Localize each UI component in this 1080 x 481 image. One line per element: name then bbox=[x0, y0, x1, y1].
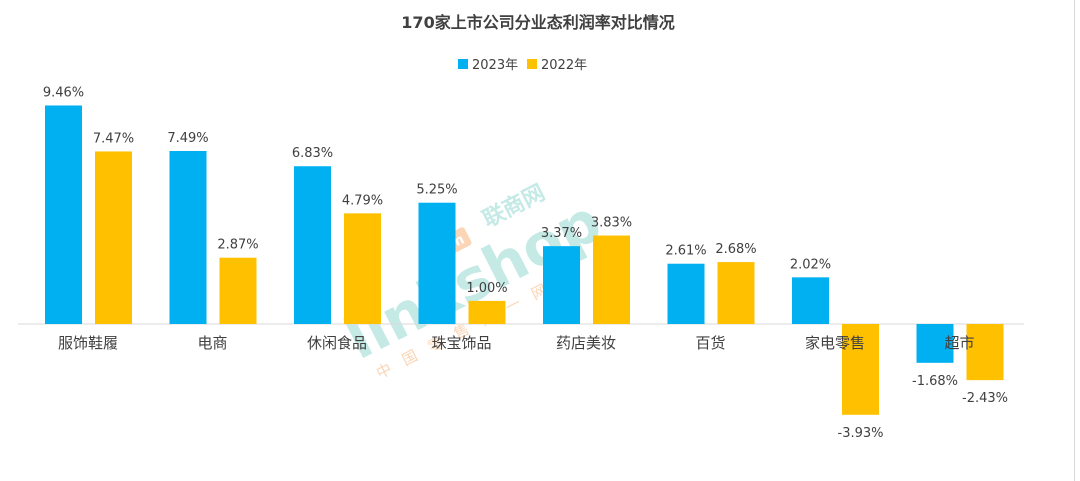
data-label-1-4: 5.25% bbox=[416, 183, 457, 198]
data-label-2-2: 2.87% bbox=[217, 238, 258, 253]
data-label-group: 9.46% 7.47% 7.49% 2.87% 6.83% 4.79% 5.25% 1.00%… bbox=[43, 85, 1008, 440]
bar-1-3 bbox=[294, 166, 331, 324]
data-label-2-7: -3.93% bbox=[838, 426, 884, 441]
data-label-1-5: 3.37% bbox=[541, 226, 582, 241]
data-label-1-3: 6.83% bbox=[292, 146, 333, 161]
bar-1-7 bbox=[792, 277, 829, 324]
bar-2-8 bbox=[966, 324, 1004, 381]
chart-legend: 2023年 2022年 bbox=[458, 58, 587, 73]
data-label-2-1: 7.47% bbox=[93, 131, 134, 146]
data-label-1-2: 7.49% bbox=[167, 131, 208, 146]
category-label-2: 电商 bbox=[197, 334, 227, 352]
data-label-1-6: 2.61% bbox=[665, 244, 706, 259]
data-label-2-3: 4.79% bbox=[342, 193, 383, 208]
category-label-6: 百货 bbox=[695, 334, 725, 352]
chart-title: 170家上市公司分业态利润率对比情况 bbox=[401, 13, 674, 32]
data-label-2-4: 1.00% bbox=[466, 281, 507, 296]
bar-2-1 bbox=[95, 151, 132, 324]
category-label-5: 药店美妆 bbox=[556, 334, 616, 352]
bar-series-group bbox=[45, 105, 1004, 415]
bar-1-5 bbox=[543, 246, 580, 324]
category-label-4: 珠宝饰品 bbox=[431, 334, 491, 352]
bar-1-1 bbox=[45, 105, 82, 324]
data-label-1-7: 2.02% bbox=[790, 257, 831, 272]
category-label-7: 家电零售 bbox=[805, 334, 865, 352]
data-label-2-8: -2.43% bbox=[962, 391, 1008, 406]
bar-2-7 bbox=[842, 324, 879, 415]
bar-2-4 bbox=[468, 300, 506, 324]
bar-1-6 bbox=[667, 263, 705, 324]
legend-label-2: 2022年 bbox=[541, 58, 587, 73]
legend-swatch-2 bbox=[527, 59, 537, 69]
bar-1-8 bbox=[916, 324, 954, 363]
data-label-1-8: -1.68% bbox=[912, 374, 958, 389]
bar-1-4 bbox=[418, 202, 456, 324]
data-label-1-1: 9.46% bbox=[43, 85, 84, 100]
data-label-2-6: 2.68% bbox=[715, 242, 756, 257]
category-label-1: 服饰鞋履 bbox=[58, 334, 118, 352]
category-label-3: 休闲食品 bbox=[307, 334, 367, 352]
frame-right-border bbox=[1074, 0, 1075, 481]
bar-2-6 bbox=[717, 262, 755, 324]
legend-label-1: 2023年 bbox=[472, 58, 518, 73]
legend-swatch-1 bbox=[458, 59, 468, 69]
bar-2-2 bbox=[219, 257, 257, 324]
bar-2-3 bbox=[344, 213, 381, 324]
category-label-group: 服饰鞋履 电商 休闲食品 珠宝饰品 药店美妆 百货 家电零售 超市 bbox=[58, 334, 975, 352]
category-label-8: 超市 bbox=[944, 334, 974, 352]
data-label-2-5: 3.83% bbox=[591, 216, 632, 231]
bar-1-2 bbox=[169, 150, 207, 324]
bar-2-5 bbox=[593, 235, 630, 324]
